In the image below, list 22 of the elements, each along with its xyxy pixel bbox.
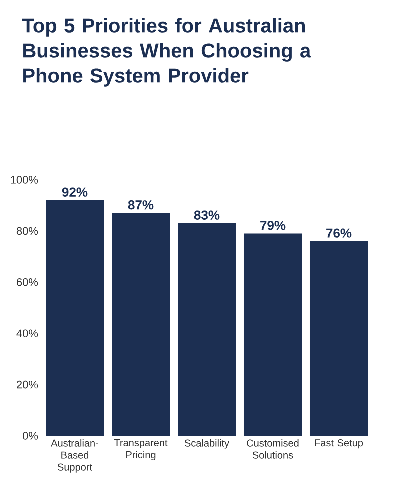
y-tick-label: 20%: [17, 380, 38, 389]
y-tick-label: 60%: [17, 278, 38, 286]
x-tick-label: Scalability: [184, 440, 230, 449]
bar: [244, 234, 302, 436]
y-tick-label: 40%: [16, 330, 38, 338]
bar: [310, 241, 368, 436]
data-label: 79%: [260, 221, 286, 230]
data-label: 83%: [194, 210, 220, 220]
data-label: 87%: [128, 200, 154, 210]
x-tick-label: Fast Setup: [315, 440, 364, 449]
bar: [178, 224, 236, 436]
bar: [46, 200, 104, 436]
chart-title: Top 5 Priorities for Australian Businesses When Choosing a Phone System Provider: [22, 18, 312, 87]
bar: [112, 213, 170, 436]
x-tick-label: Transparent Pricing: [114, 440, 168, 460]
x-tick-label: Customised Solutions: [247, 440, 299, 459]
y-tick-label: 100%: [11, 176, 38, 184]
y-tick-label: 0%: [22, 432, 38, 440]
x-tick-label: Australian-Based Support: [51, 440, 98, 473]
data-label: 92%: [62, 188, 88, 197]
data-label: 76%: [326, 228, 352, 238]
y-tick-label: 80%: [16, 227, 38, 236]
